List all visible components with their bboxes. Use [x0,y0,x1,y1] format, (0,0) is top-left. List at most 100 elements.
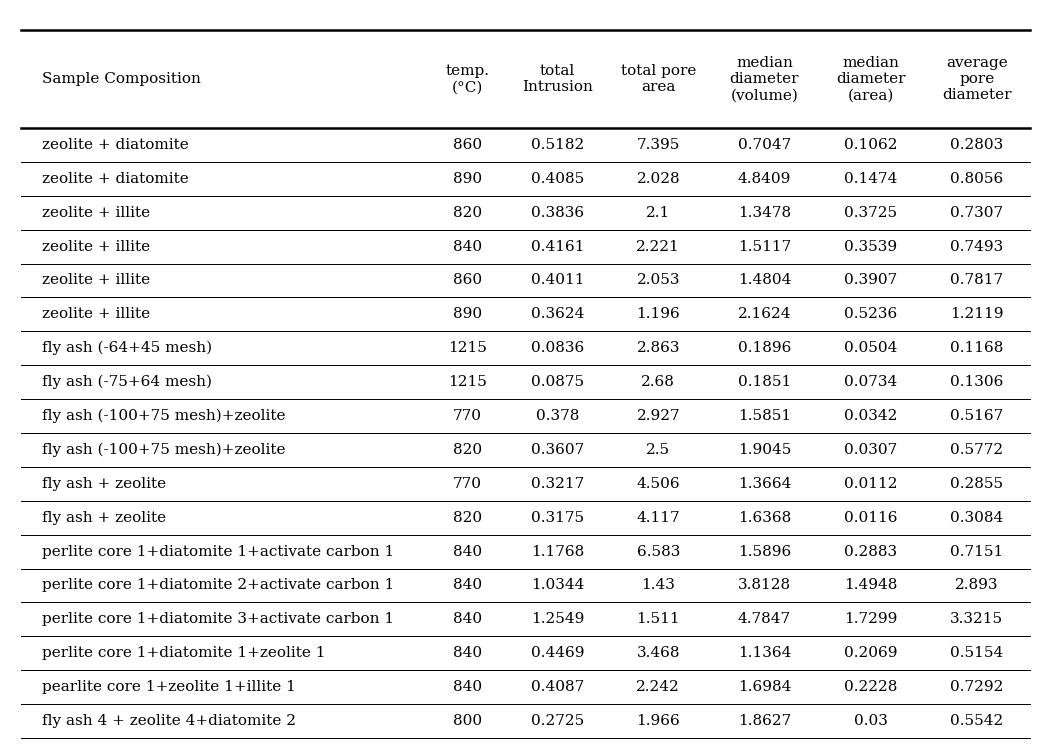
Text: 2.927: 2.927 [637,409,680,423]
Text: 0.5154: 0.5154 [950,646,1004,660]
Text: 1215: 1215 [448,341,487,355]
Text: 0.0734: 0.0734 [844,375,898,389]
Text: average
pore
diameter: average pore diameter [942,56,1012,102]
Text: 2.028: 2.028 [637,172,680,186]
Text: 0.2228: 0.2228 [844,680,898,694]
Text: 2.1: 2.1 [646,206,671,220]
Text: 0.5236: 0.5236 [844,307,898,322]
Text: 0.3175: 0.3175 [531,511,584,525]
Text: 0.1062: 0.1062 [844,138,898,152]
Text: 0.0112: 0.0112 [844,477,898,491]
Text: 840: 840 [453,680,481,694]
Text: total pore
area: total pore area [620,64,696,94]
Text: 0.2069: 0.2069 [844,646,898,660]
Text: zeolite + illite: zeolite + illite [42,206,150,220]
Text: 0.3836: 0.3836 [531,206,584,220]
Text: perlite core 1+diatomite 3+activate carbon 1: perlite core 1+diatomite 3+activate carb… [42,612,394,626]
Text: 1.9045: 1.9045 [738,443,791,457]
Text: 0.378: 0.378 [536,409,579,423]
Text: 840: 840 [453,578,481,593]
Text: 0.2855: 0.2855 [950,477,1004,491]
Text: 0.2883: 0.2883 [844,544,898,559]
Text: 0.3084: 0.3084 [950,511,1004,525]
Text: median
diameter
(volume): median diameter (volume) [729,56,799,102]
Text: 1.6984: 1.6984 [738,680,791,694]
Text: 0.5167: 0.5167 [950,409,1004,423]
Text: 770: 770 [453,477,481,491]
Text: 840: 840 [453,612,481,626]
Text: 0.3907: 0.3907 [844,273,898,288]
Text: 0.5772: 0.5772 [950,443,1004,457]
Text: 0.4469: 0.4469 [531,646,584,660]
Text: 0.3725: 0.3725 [844,206,898,220]
Text: 3.3215: 3.3215 [950,612,1004,626]
Text: 0.3624: 0.3624 [531,307,584,322]
Text: 0.4085: 0.4085 [531,172,584,186]
Text: 0.7047: 0.7047 [738,138,791,152]
Text: 0.3217: 0.3217 [531,477,584,491]
Text: 3.8128: 3.8128 [738,578,791,593]
Text: 0.0836: 0.0836 [531,341,584,355]
Text: 1.43: 1.43 [641,578,675,593]
Text: fly ash (-75+64 mesh): fly ash (-75+64 mesh) [42,375,212,389]
Text: 1.4804: 1.4804 [738,273,791,288]
Text: 860: 860 [453,138,481,152]
Text: 0.3607: 0.3607 [531,443,584,457]
Text: 1.4948: 1.4948 [844,578,898,593]
Text: 1.2549: 1.2549 [531,612,584,626]
Text: 0.2725: 0.2725 [531,714,584,728]
Text: 820: 820 [453,206,481,220]
Text: 1.196: 1.196 [637,307,680,322]
Text: 0.0875: 0.0875 [531,375,584,389]
Text: 7.395: 7.395 [637,138,680,152]
Text: 770: 770 [453,409,481,423]
Text: 1.1364: 1.1364 [738,646,791,660]
Text: perlite core 1+diatomite 2+activate carbon 1: perlite core 1+diatomite 2+activate carb… [42,578,394,593]
Text: 2.053: 2.053 [637,273,680,288]
Text: 1.0344: 1.0344 [531,578,584,593]
Text: 1.966: 1.966 [637,714,680,728]
Text: 4.117: 4.117 [637,511,680,525]
Text: 1.5896: 1.5896 [738,544,791,559]
Text: zeolite + illite: zeolite + illite [42,273,150,288]
Text: 0.4087: 0.4087 [531,680,584,694]
Text: 0.5542: 0.5542 [950,714,1004,728]
Text: 820: 820 [453,443,481,457]
Text: 4.506: 4.506 [637,477,680,491]
Text: 0.7307: 0.7307 [950,206,1004,220]
Text: 2.5: 2.5 [646,443,671,457]
Text: 0.1474: 0.1474 [844,172,898,186]
Text: 0.1168: 0.1168 [950,341,1004,355]
Text: 2.893: 2.893 [955,578,998,593]
Text: 0.7817: 0.7817 [950,273,1004,288]
Text: 890: 890 [453,307,481,322]
Text: 0.8056: 0.8056 [950,172,1004,186]
Text: zeolite + diatomite: zeolite + diatomite [42,138,189,152]
Text: 0.3539: 0.3539 [844,239,898,254]
Text: 1.8627: 1.8627 [738,714,791,728]
Text: 2.242: 2.242 [637,680,680,694]
Text: 0.0342: 0.0342 [844,409,898,423]
Text: 0.0307: 0.0307 [844,443,898,457]
Text: 1.2119: 1.2119 [950,307,1004,322]
Text: 1.3478: 1.3478 [738,206,791,220]
Text: 0.1306: 0.1306 [950,375,1004,389]
Text: 2.68: 2.68 [641,375,675,389]
Text: 0.4011: 0.4011 [531,273,584,288]
Text: 1215: 1215 [448,375,487,389]
Text: 0.0116: 0.0116 [844,511,898,525]
Text: 840: 840 [453,544,481,559]
Text: median
diameter
(area): median diameter (area) [836,56,905,102]
Text: fly ash (-64+45 mesh): fly ash (-64+45 mesh) [42,341,212,355]
Text: 840: 840 [453,239,481,254]
Text: 0.0504: 0.0504 [844,341,898,355]
Text: 0.03: 0.03 [853,714,888,728]
Text: 800: 800 [453,714,481,728]
Text: perlite core 1+diatomite 1+activate carbon 1: perlite core 1+diatomite 1+activate carb… [42,544,394,559]
Text: 0.1851: 0.1851 [738,375,791,389]
Text: 1.1768: 1.1768 [531,544,584,559]
Text: total
Intrusion: total Intrusion [522,64,593,94]
Text: fly ash + zeolite: fly ash + zeolite [42,511,166,525]
Text: 2.1624: 2.1624 [738,307,791,322]
Text: pearlite core 1+zeolite 1+illite 1: pearlite core 1+zeolite 1+illite 1 [42,680,296,694]
